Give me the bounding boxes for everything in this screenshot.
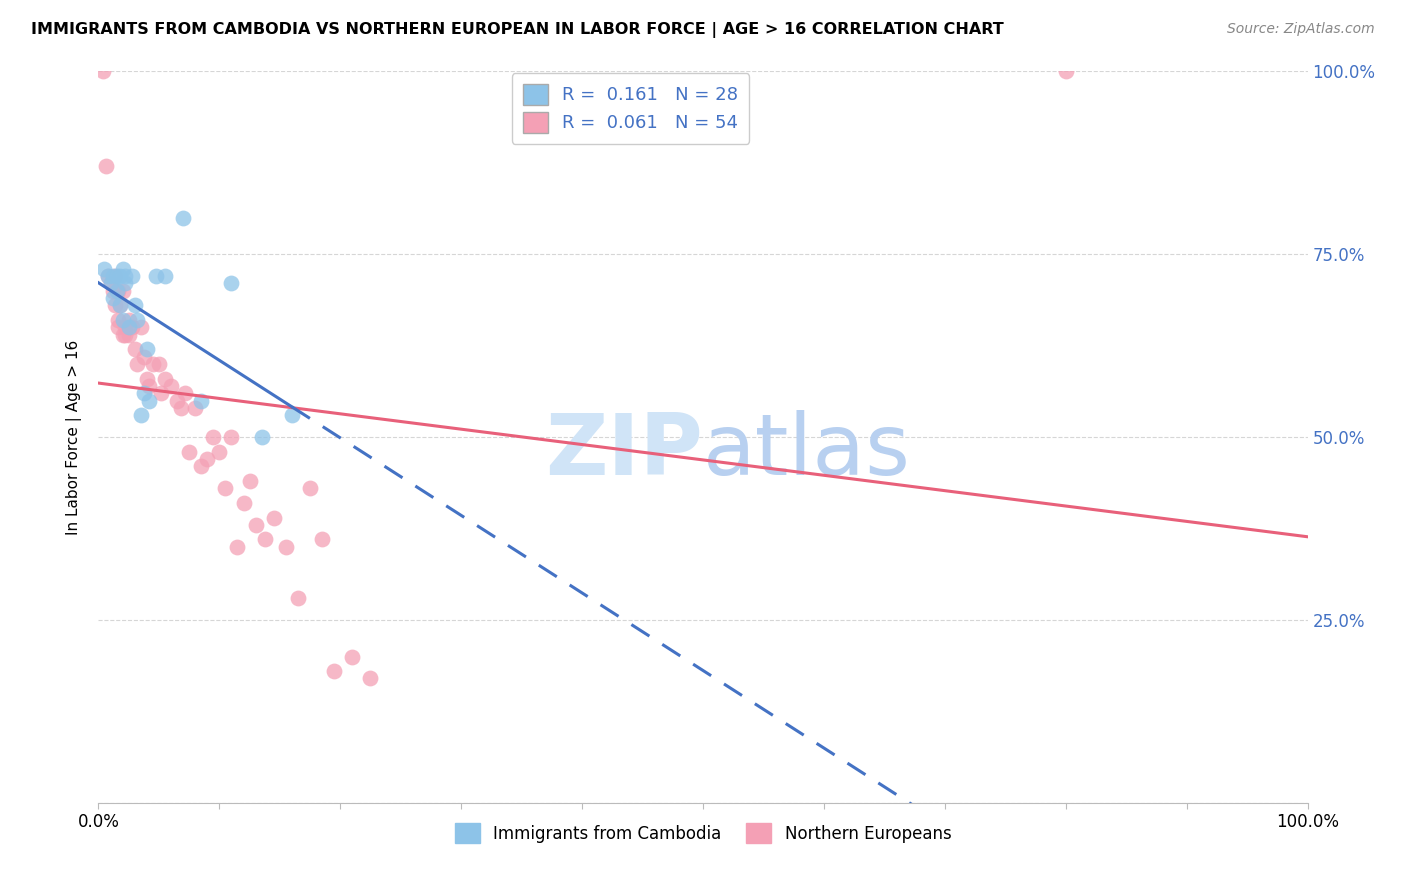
Legend: Immigrants from Cambodia, Northern Europeans: Immigrants from Cambodia, Northern Europ… [449,817,957,849]
Point [226,540,249,554]
Point [105,269,128,284]
Point [134,386,156,401]
Point [360,672,382,686]
Point [138,393,160,408]
Point [342,649,364,664]
Point [93,261,115,276]
Point [138,379,160,393]
Point [166,393,188,408]
Point [111,284,134,298]
Point [174,386,197,401]
Point [150,386,173,401]
Point [190,393,212,408]
Point [118,313,141,327]
Point [135,343,157,357]
Point [221,277,243,291]
Point [311,533,333,547]
Point [124,298,146,312]
Point [101,284,124,298]
Point [153,269,176,284]
Point [100,277,122,291]
Point [124,343,146,357]
Point [105,284,128,298]
Point [114,277,136,291]
Point [287,591,309,605]
Point [263,510,285,524]
Point [121,269,143,284]
Point [108,298,131,312]
Text: atlas: atlas [703,410,911,493]
Point [135,371,157,385]
Point [250,430,273,444]
Point [121,320,143,334]
Point [172,211,194,225]
Point [148,357,170,371]
Point [107,284,129,298]
Point [239,474,262,488]
Point [274,540,297,554]
Point [97,269,120,284]
Point [323,664,346,678]
Point [134,350,156,364]
Point [100,277,122,291]
Point [127,313,149,327]
Point [91,64,114,78]
Point [142,357,165,371]
Point [208,444,231,458]
Point [145,269,167,284]
Point [127,357,149,371]
Point [101,291,124,305]
Point [108,269,131,284]
Point [111,261,134,276]
Text: ZIP: ZIP [546,410,703,493]
Point [107,320,129,334]
Point [114,327,136,342]
Point [129,320,152,334]
Text: Source: ZipAtlas.com: Source: ZipAtlas.com [1227,22,1375,37]
Point [114,269,136,284]
Point [190,459,212,474]
Point [104,269,127,284]
Y-axis label: In Labor Force | Age > 16: In Labor Force | Age > 16 [66,340,83,534]
Point [179,444,201,458]
Point [114,320,136,334]
Point [107,313,129,327]
Point [184,401,207,415]
Point [254,533,277,547]
Text: IMMIGRANTS FROM CAMBODIA VS NORTHERN EUROPEAN IN LABOR FORCE | AGE > 16 CORRELAT: IMMIGRANTS FROM CAMBODIA VS NORTHERN EUR… [31,22,1004,38]
Point [118,320,141,334]
Point [169,401,191,415]
Point [214,481,236,495]
Point [111,313,134,327]
Point [202,430,225,444]
Point [245,517,267,532]
Point [195,452,218,467]
Point [97,269,120,284]
Point [221,430,243,444]
Point [101,269,124,284]
Point [232,496,254,510]
Point [281,408,304,422]
Point [160,379,183,393]
Point [111,327,134,342]
Point [299,481,322,495]
Point [104,298,127,312]
Point [108,298,131,312]
Point [129,408,152,422]
Point [118,327,141,342]
Point [1054,64,1077,78]
Point [153,371,176,385]
Point [94,160,117,174]
